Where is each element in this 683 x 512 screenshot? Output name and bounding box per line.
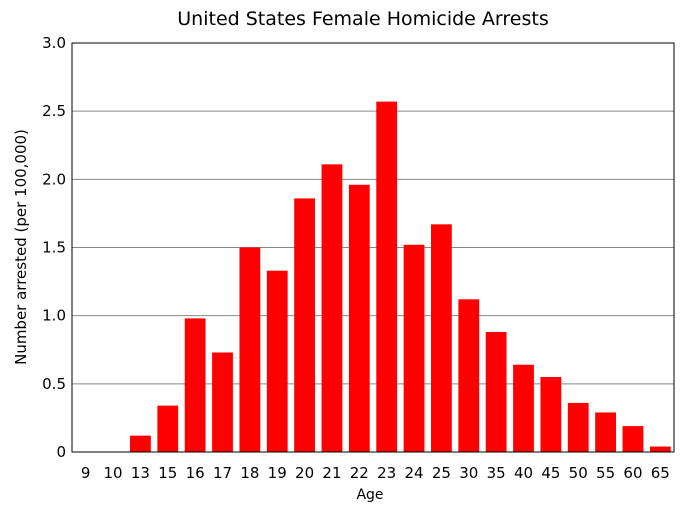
bar-age-18: [239, 247, 261, 452]
x-tick-label: 20: [295, 464, 314, 482]
x-tick-labels: 9 10 13 15 16 17 18 19 20 21 22 23 24 25 30 35 40 45 50 55 6…: [81, 464, 670, 482]
x-tick-label: 60: [623, 464, 642, 482]
bar-age-65: [649, 446, 671, 452]
bar-age-30: [458, 299, 480, 452]
bar-age-17: [212, 352, 233, 452]
bar-age-19: [266, 270, 288, 452]
bar-age-50: [567, 402, 589, 452]
y-tick-label: 0.5: [42, 375, 66, 393]
x-tick-label: 9: [81, 464, 91, 482]
x-tick-label: 45: [541, 464, 560, 482]
x-tick-label: 35: [487, 464, 506, 482]
x-tick-label: 19: [268, 464, 287, 482]
y-tick-label: 1.5: [42, 239, 66, 257]
y-tick-label: 1.0: [42, 307, 66, 325]
bar-age-25: [431, 224, 452, 452]
x-tick-label: 13: [131, 464, 150, 482]
y-tick-label: 0: [56, 443, 66, 461]
grid: [72, 110, 674, 385]
bar-age-35: [485, 332, 507, 452]
bar-age-55: [595, 412, 616, 452]
x-tick-label: 55: [596, 464, 615, 482]
bar-age-40: [513, 364, 534, 452]
x-axis-label: Age: [356, 487, 383, 503]
x-tick-label: 10: [103, 464, 122, 482]
x-tick-label: 17: [213, 464, 232, 482]
x-tick-label: 15: [158, 464, 177, 482]
bar-age-22: [348, 184, 370, 452]
x-tick-label: 65: [651, 464, 670, 482]
x-tick-label: 30: [459, 464, 478, 482]
bar-age-60: [622, 426, 644, 452]
y-tick-label: 2.0: [42, 170, 66, 188]
x-tick-label: 22: [350, 464, 369, 482]
bar-age-23: [376, 101, 398, 452]
bar-age-24: [403, 244, 425, 452]
bar-age-16: [184, 318, 206, 452]
bar-age-13: [130, 435, 151, 452]
x-tick-label: 40: [514, 464, 533, 482]
bar-age-15: [157, 405, 179, 452]
chart-title: United States Female Homicide Arrests: [177, 8, 548, 30]
x-tick-label: 50: [569, 464, 588, 482]
x-tick-label: 21: [322, 464, 341, 482]
x-tick-label: 18: [240, 464, 259, 482]
bar-age-45: [540, 377, 562, 452]
x-tick-label: 24: [404, 464, 423, 482]
plot-frame: [71, 42, 675, 453]
x-tick-label: 16: [186, 464, 205, 482]
y-tick-labels: 0 0.5 1.0 1.5 2.0 2.5 3.0: [42, 34, 66, 461]
y-tick-label: 2.5: [42, 102, 66, 120]
x-tick-label: 23: [377, 464, 396, 482]
y-axis-label: Number arrested (per 100,000): [12, 129, 30, 365]
y-tick-label: 3.0: [42, 34, 66, 52]
bar-age-21: [321, 164, 343, 452]
bar-age-20: [294, 198, 315, 452]
x-tick-label: 25: [432, 464, 451, 482]
bars: [130, 101, 671, 452]
